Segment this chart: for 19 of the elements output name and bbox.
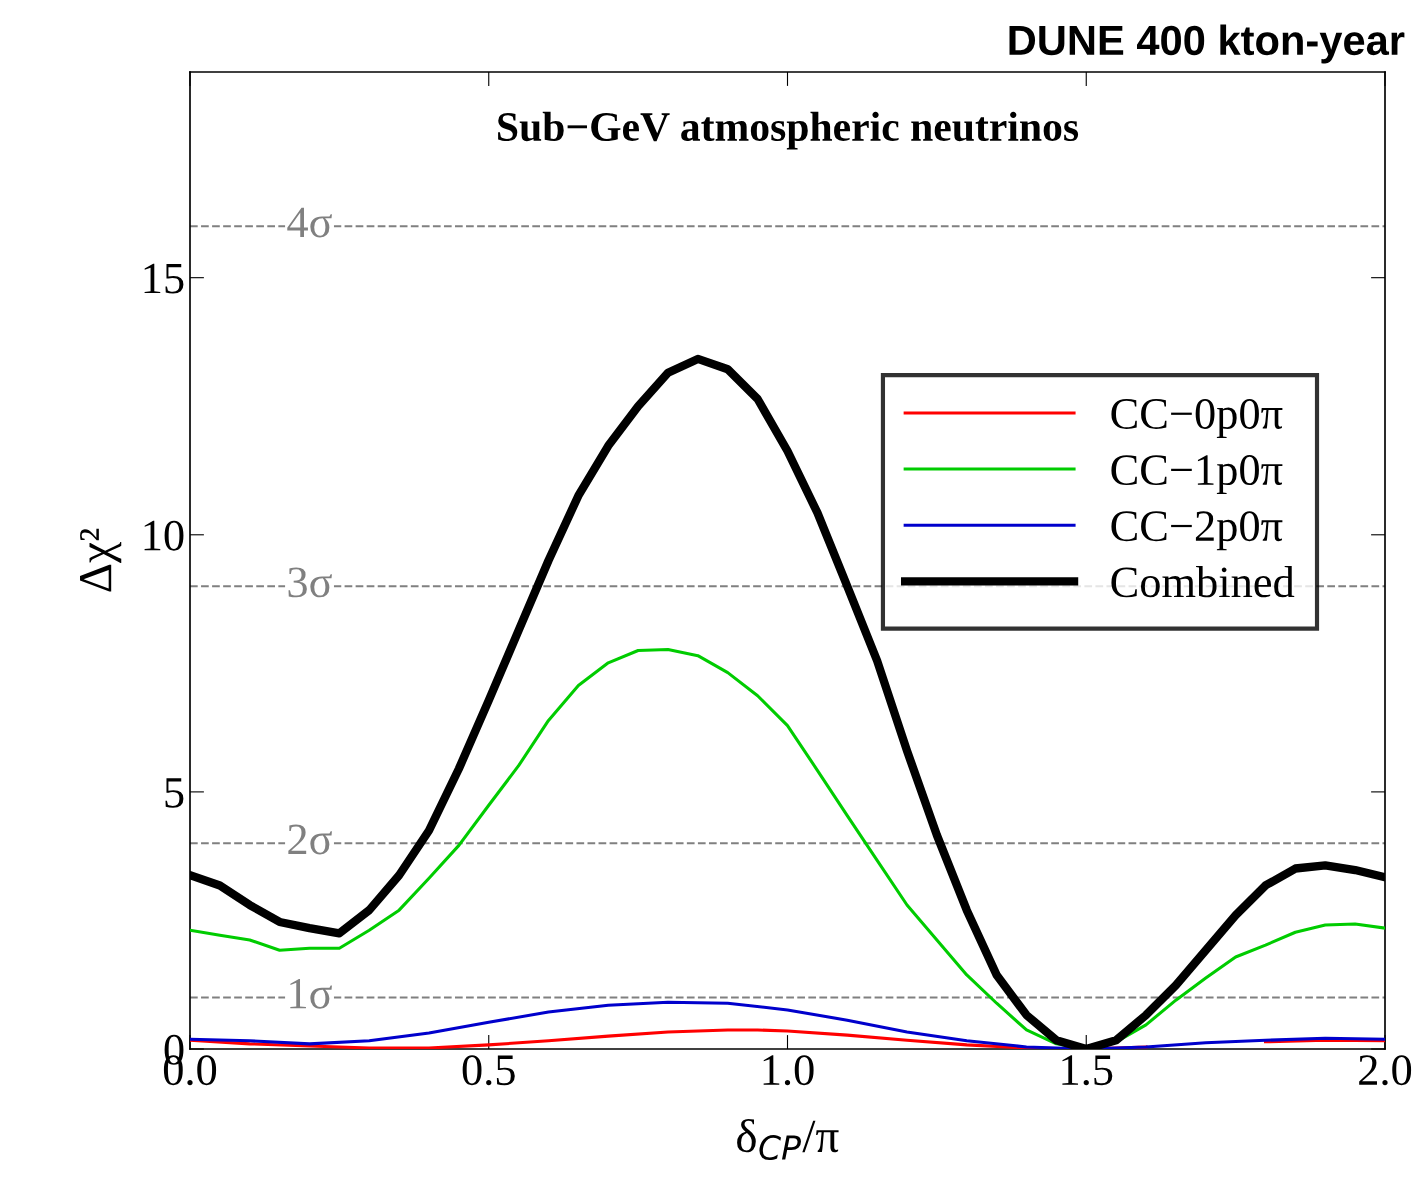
y-axis-title: Δχ² [80,528,122,592]
legend-label: Combined [1111,566,1295,598]
ref-line-label: 3σ [288,567,332,598]
chart-title: DUNE 400 kton-year [1009,24,1405,64]
legend-label: CC−2p0π [1111,511,1283,551]
y-tick-label: 5 [165,778,184,808]
x-tick-label: 0.5 [462,1055,515,1086]
x-axis-title: δ$_{CP}$/π [737,1118,839,1161]
ref-line-label: 2σ [288,824,332,855]
text: Sub−GeV atmospheric neutrinos [498,111,1079,150]
ref-line-label: 4σ [287,207,332,238]
x-tick-label: 2.0 [1359,1055,1412,1086]
ref-line-label: 1σ [290,978,332,1009]
y-tick-label: 15 [144,263,184,294]
x-tick-label: 1.0 [763,1055,814,1086]
y-tick-label: 10 [144,520,184,551]
legend-label: CC−0p0π [1111,398,1283,438]
x-tick-label: 1.5 [1062,1055,1113,1086]
legend-label: CC−1p0π [1111,455,1283,495]
